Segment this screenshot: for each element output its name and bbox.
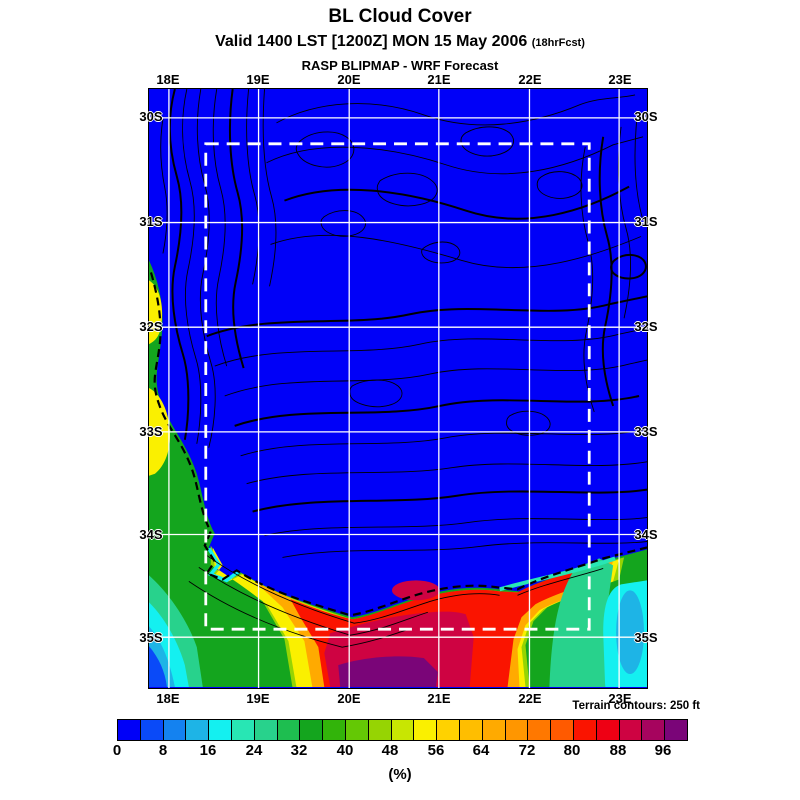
cbar-tick-72: 72 — [518, 742, 536, 759]
lat-label-left-30s: 30S — [139, 109, 163, 124]
colorbar-cell — [368, 720, 392, 740]
colorbar-cell — [231, 720, 255, 740]
cbar-tick-48: 48 — [381, 742, 399, 759]
cbar-tick-88: 88 — [609, 742, 627, 759]
valid-time-text: Valid 1400 LST [1200Z] MON 15 May 2006 — [215, 33, 528, 50]
lon-label-bottom-23e: 23E — [608, 691, 632, 706]
lon-label-bottom-18e: 18E — [156, 691, 180, 706]
cbar-tick-64: 64 — [472, 742, 490, 759]
colorbar-cell — [551, 720, 574, 740]
colorbar-cell — [505, 720, 529, 740]
colorbar-cell — [528, 720, 552, 740]
colorbar-cell — [437, 720, 460, 740]
page-title: BL Cloud Cover — [328, 6, 472, 27]
lat-label-right-34s: 34S — [634, 527, 658, 542]
latlon-grid — [149, 89, 647, 688]
cbar-tick-40: 40 — [336, 742, 354, 759]
lon-label-bottom-19e: 19E — [246, 691, 270, 706]
lat-label-left-34s: 34S — [139, 527, 163, 542]
valid-time-subtitle: Valid 1400 LST [1200Z] MON 15 May 2006 (… — [0, 33, 800, 51]
colorbar-cell — [665, 720, 687, 740]
cbar-tick-32: 32 — [290, 742, 308, 759]
coastline — [149, 272, 647, 617]
forecast-map — [148, 88, 648, 689]
colorbar-cell — [573, 720, 597, 740]
colorbar-cell — [209, 720, 232, 740]
colorbar-cell — [619, 720, 643, 740]
lat-label-left-31s: 31S — [139, 214, 163, 229]
colorbar-cell — [186, 720, 210, 740]
lat-label-right-32s: 32S — [634, 319, 658, 334]
colorbar-unit-label: (%) — [388, 766, 412, 783]
colorbar-cell — [254, 720, 278, 740]
cbar-tick-80: 80 — [563, 742, 581, 759]
model-domain-box — [204, 142, 591, 631]
lat-label-left-32s: 32S — [139, 319, 163, 334]
colorbar-cell — [140, 720, 164, 740]
lon-label-top-20e: 20E — [337, 72, 361, 87]
colorbar-cell — [277, 720, 301, 740]
lon-label-bottom-21e: 21E — [427, 691, 451, 706]
major-contour-lines — [168, 89, 647, 513]
colorbar-cell — [596, 720, 620, 740]
lat-label-left-33s: 33S — [139, 424, 163, 439]
colorbar-cell — [391, 720, 415, 740]
cbar-tick-8: 8 — [158, 742, 168, 759]
lat-label-right-30s: 30S — [634, 109, 658, 124]
terrain-contours-note: Terrain contours: 250 ft — [572, 700, 700, 712]
colorbar-cell — [414, 720, 438, 740]
cloud-cover-plot — [149, 89, 647, 688]
lon-label-top-21e: 21E — [427, 72, 451, 87]
colorbar-cell — [300, 720, 324, 740]
colorbar-cell — [118, 720, 141, 740]
cloud-cover-colorbar — [117, 719, 688, 741]
colorbar-cell — [323, 720, 346, 740]
lat-label-left-35s: 35S — [139, 630, 163, 645]
lon-label-top-23e: 23E — [608, 72, 632, 87]
colorbar-cell — [459, 720, 483, 740]
cbar-tick-24: 24 — [245, 742, 263, 759]
cbar-tick-96: 96 — [654, 742, 672, 759]
forecast-hour-text: (18hrFcst) — [531, 37, 585, 49]
lon-label-top-19e: 19E — [246, 72, 270, 87]
cbar-tick-16: 16 — [199, 742, 217, 759]
lat-label-right-31s: 31S — [634, 214, 658, 229]
colorbar-cell — [642, 720, 666, 740]
cbar-tick-56: 56 — [427, 742, 445, 759]
colorbar-cell — [345, 720, 369, 740]
lon-label-top-18e: 18E — [156, 72, 180, 87]
model-source-line: RASP BLIPMAP - WRF Forecast — [301, 58, 499, 73]
terrain-contour-lines — [160, 89, 647, 648]
colorbar-cell — [163, 720, 187, 740]
cloud-fill-regions — [149, 260, 647, 688]
lat-label-right-33s: 33S — [634, 424, 658, 439]
lat-label-right-35s: 35S — [634, 630, 658, 645]
cbar-tick-0: 0 — [112, 742, 122, 759]
lon-label-top-22e: 22E — [518, 72, 542, 87]
lon-label-bottom-20e: 20E — [337, 691, 361, 706]
colorbar-cell — [482, 720, 506, 740]
lon-label-bottom-22e: 22E — [518, 691, 542, 706]
